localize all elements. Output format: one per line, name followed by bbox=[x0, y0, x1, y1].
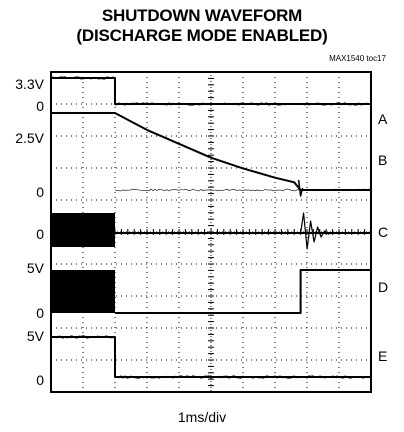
trace-d-switching bbox=[51, 270, 115, 313]
trace-b bbox=[51, 113, 371, 190]
traces bbox=[51, 77, 371, 378]
trace-b-glitch bbox=[299, 180, 303, 196]
trace-c-switching bbox=[51, 213, 115, 247]
trace-c-ringing bbox=[301, 213, 333, 249]
trace-d bbox=[115, 270, 371, 313]
